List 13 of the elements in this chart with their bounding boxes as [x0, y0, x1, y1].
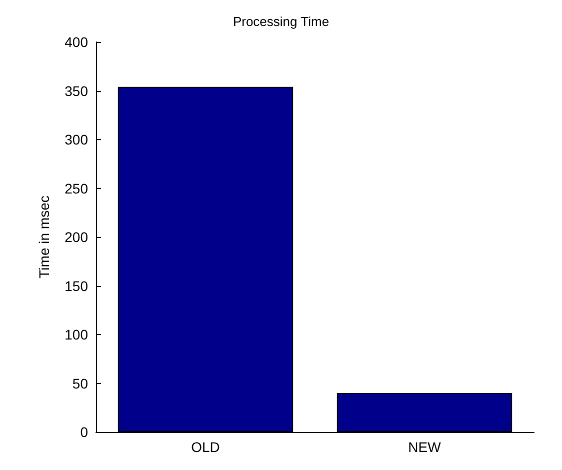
- y-tick-label: 350: [64, 82, 88, 99]
- x-tick-label: NEW: [408, 439, 442, 455]
- y-tick-label: 200: [64, 229, 88, 245]
- x-tick-label: OLD: [191, 439, 220, 455]
- y-tick-label: 300: [64, 132, 88, 148]
- chart-title: Processing Time: [232, 14, 330, 29]
- y-tick-label: 400: [64, 34, 88, 50]
- y-tick-label: 250: [64, 180, 88, 196]
- y-tick-label: 50: [72, 375, 88, 392]
- y-tick-label: 0: [80, 424, 88, 440]
- y-tick-label: 100: [64, 326, 88, 342]
- y-tick-label: 150: [64, 278, 88, 294]
- y-axis-title: Time in msec: [36, 196, 52, 278]
